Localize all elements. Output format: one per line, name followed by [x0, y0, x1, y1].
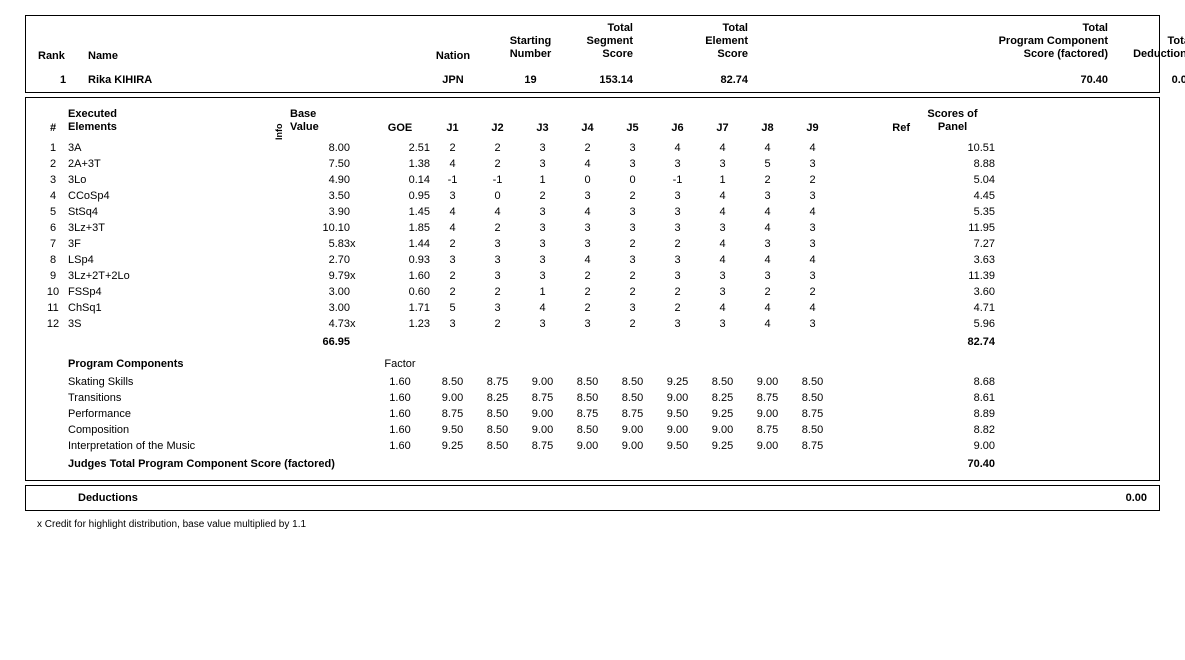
detail-box: # ExecutedElements Info BaseValue GOE J1… — [25, 97, 1160, 481]
factor-label: Factor — [370, 358, 430, 370]
element-row: 4CCoSp43.500.953023234334.45 — [38, 188, 1147, 204]
starting-label: StartingNumber — [488, 35, 573, 61]
element-row: 8LSp42.700.933334334443.63 — [38, 252, 1147, 268]
element-value: 82.74 — [688, 74, 748, 86]
component-row: Interpretation of the Music1.609.258.508… — [38, 438, 1147, 454]
element-row: 10FSSp43.000.602212223223.60 — [38, 284, 1147, 300]
pcs-label: TotalProgram ComponentScore (factored) — [948, 22, 1108, 62]
element-row: 63Lz+3T10.101.8542333334311.95 — [38, 220, 1147, 236]
summary-box: Rank Name Nation StartingNumber TotalSeg… — [25, 15, 1160, 93]
col-j8: J8 — [745, 122, 790, 134]
ded-value: 0.00 — [1108, 74, 1185, 86]
element-row: 13A8.002.5122323444410.51 — [38, 140, 1147, 156]
col-j3: J3 — [520, 122, 565, 134]
element-row: 123S4.73x1.233233233435.96 — [38, 316, 1147, 332]
summary-value-row: 1 Rika KIHIRA JPN 19 153.14 82.74 70.40 … — [38, 70, 1147, 86]
col-goe: GOE — [370, 122, 430, 134]
col-sop: Scores ofPanel — [910, 108, 995, 134]
starting-value: 19 — [488, 74, 573, 86]
deductions-value: 0.00 — [1126, 492, 1147, 504]
col-base: BaseValue — [290, 108, 350, 134]
elements-total: 66.95 82.74 — [38, 332, 1147, 352]
col-j4: J4 — [565, 122, 610, 134]
element-row: 33Lo4.900.14-1-1100-11225.04 — [38, 172, 1147, 188]
col-ref: Ref — [835, 122, 910, 134]
name-label: Name — [88, 50, 318, 62]
element-row: 5StSq43.901.454434334445.35 — [38, 204, 1147, 220]
name-value: Rika KIHIRA — [88, 74, 318, 86]
pc-title: Program Components — [68, 358, 268, 370]
component-rows: Skating Skills1.608.508.759.008.508.509.… — [38, 374, 1147, 454]
pcs-value: 70.40 — [948, 74, 1108, 86]
component-row: Skating Skills1.608.508.759.008.508.509.… — [38, 374, 1147, 390]
component-row: Transitions1.609.008.258.758.508.509.008… — [38, 390, 1147, 406]
element-row: 11ChSq13.001.715342324444.71 — [38, 300, 1147, 316]
pcs-total-label: Judges Total Program Component Score (fa… — [68, 458, 655, 470]
rank-label: Rank — [38, 50, 88, 62]
col-j1: J1 — [430, 122, 475, 134]
col-j2: J2 — [475, 122, 520, 134]
segment-label: TotalSegmentScore — [573, 22, 633, 62]
segment-value: 153.14 — [573, 74, 633, 86]
total-base: 66.95 — [290, 336, 350, 348]
nation-value: JPN — [418, 74, 488, 86]
summary-header-row: Rank Name Nation StartingNumber TotalSeg… — [38, 22, 1147, 70]
total-sop: 82.74 — [910, 336, 995, 348]
col-j7: J7 — [700, 122, 745, 134]
components-total: Judges Total Program Component Score (fa… — [38, 454, 1147, 474]
col-info: Info — [268, 124, 290, 134]
element-row: 22A+3T7.501.384234333538.88 — [38, 156, 1147, 172]
element-rows: 13A8.002.5122323444410.5122A+3T7.501.384… — [38, 140, 1147, 332]
component-row: Performance1.608.758.509.008.758.759.509… — [38, 406, 1147, 422]
ded-label: TotalDeductions — [1108, 35, 1185, 61]
element-row: 93Lz+2T+2Lo9.79x1.6023322333311.39 — [38, 268, 1147, 284]
deductions-label: Deductions — [78, 492, 138, 504]
elements-header: # ExecutedElements Info BaseValue GOE J1… — [38, 104, 1147, 140]
col-j5: J5 — [610, 122, 655, 134]
col-j9: J9 — [790, 122, 835, 134]
nation-label: Nation — [418, 50, 488, 62]
pcs-total-value: 70.40 — [910, 458, 995, 470]
element-row: 73F5.83x1.442333224337.27 — [38, 236, 1147, 252]
footnote: x Credit for highlight distribution, bas… — [25, 515, 1160, 530]
deductions-box: Deductions 0.00 — [25, 485, 1160, 511]
col-j6: J6 — [655, 122, 700, 134]
col-num: # — [38, 122, 68, 134]
components-header: Program Components Factor — [38, 352, 1147, 374]
element-label: TotalElementScore — [688, 22, 748, 62]
col-exec: ExecutedElements — [68, 108, 268, 134]
component-row: Composition1.609.508.509.008.509.009.009… — [38, 422, 1147, 438]
rank-value: 1 — [38, 74, 88, 86]
